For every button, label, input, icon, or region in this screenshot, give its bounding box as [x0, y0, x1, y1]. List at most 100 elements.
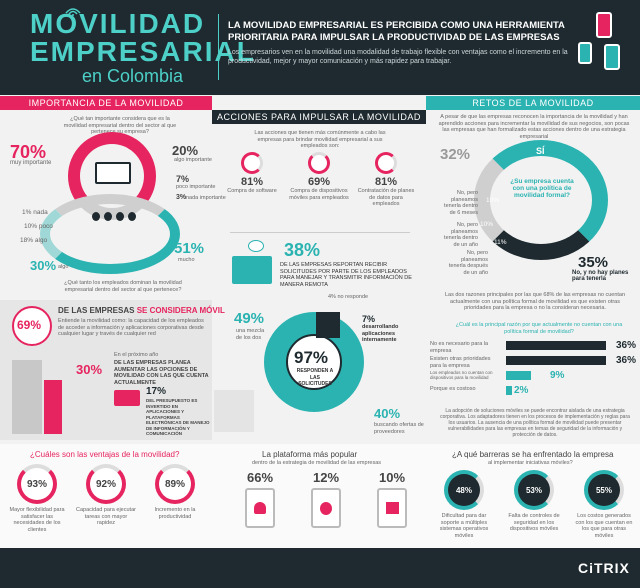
barrera-item: 53% Falta de controles de seguridad en l… [502, 470, 566, 539]
barrera-ring: 48% [444, 470, 484, 510]
cloud-icon [248, 240, 264, 252]
lbl-51: mucho [178, 257, 195, 263]
pct-11: 11% [494, 239, 507, 246]
wifi-icon [65, 8, 81, 16]
accion-label: Contratación de planes de datos para emp… [357, 188, 415, 207]
pct-10a: 10% [486, 197, 500, 204]
pct-35-lbl: No, y no hay planes para tenerla [572, 270, 629, 282]
ventaja-ring: 89% [155, 464, 195, 504]
accion-pct: 69% [307, 176, 331, 188]
pct-17: 17% [146, 386, 167, 397]
ventajas-items: 93% Mayor flexibilidad para satisfacer l… [6, 464, 206, 533]
razon-value: 36% [615, 355, 636, 366]
pct-32: 32% [440, 146, 471, 163]
razon-bar [506, 386, 512, 395]
razon-row: Existen otras prioridades para la empres… [430, 355, 636, 369]
title-line-2: EMPRESARIAL [30, 36, 256, 67]
politica-question: ¿Su empresa cuenta con una política de m… [510, 178, 574, 199]
citrix-logo: CiTRIX [578, 560, 630, 576]
title-line-3: en Colombia [82, 66, 184, 86]
text30-b: DE LAS EMPRESAS PLANEA AUMENTAR LAS OPCI… [114, 360, 209, 386]
barrera-pct: 48% [455, 485, 472, 495]
acciones-title: ACCIONES PARA IMPULSAR LA MOVILIDAD [217, 112, 421, 122]
retos-note: Las dos razones principales por las que … [444, 292, 626, 311]
retos-band: RETOS DE LA MOVILIDAD [426, 96, 640, 110]
razon-bar [506, 371, 531, 380]
buildings-illustration [44, 380, 62, 434]
barreras-items: 48% Dificultad para dar soporte a múltip… [432, 470, 636, 539]
barrera-item: 55% Los costos generados con los que cue… [572, 470, 636, 539]
razon-question: ¿Cuál es la principal razón por que actu… [455, 322, 623, 335]
razon-value: 2% [514, 385, 529, 396]
lbl-nada: nada importante [186, 195, 226, 201]
razon-value: 36% [615, 340, 636, 351]
considera-circle [12, 306, 52, 346]
pct-49: 49% [234, 310, 265, 327]
plataforma-subtitle: dentro de la estrategia de movilidad de … [252, 460, 382, 466]
lbl-30: algo [58, 264, 69, 270]
ventaja-label: Capacidad para ejecutar tareas con mayor… [76, 507, 136, 526]
pct-muy: 70% [10, 142, 47, 162]
ventaja-item: 89% Incremento en la productividad [144, 464, 206, 533]
considera-title: DE LAS EMPRESAS SE CONSIDERA MÓVIL [58, 306, 225, 315]
importancia-band: IMPORTANCIA DE LA MOVILIDAD [0, 96, 212, 110]
devices-illustration [95, 162, 131, 184]
no-1: No, pero planeamos tenerla dentro de 6 m… [444, 190, 478, 216]
antenna-icon [375, 152, 397, 174]
barrera-label: Los costos generados con los que cuentan… [575, 513, 633, 539]
pct-30: 30% [30, 258, 57, 273]
android-icon [245, 488, 275, 528]
lbl-dep: poco importante [176, 184, 216, 190]
accion-pct: 81% [240, 176, 264, 188]
si-label: SÍ [536, 146, 545, 156]
retos-intro: A pesar de que las empresas reconocen la… [438, 114, 630, 140]
barrera-label: Dificultad para dar soporte a múltiples … [439, 513, 489, 539]
razon-row: Los empleados no cuentan con dispositivo… [430, 370, 636, 382]
ventaja-pct: 92% [95, 478, 116, 490]
razon-label: Los empleados no cuentan con dispositivo… [430, 370, 493, 380]
person-icon [92, 212, 100, 221]
plataforma-pct: 12% [312, 470, 340, 485]
hand-card-icon [114, 390, 140, 406]
respuesta-donut-inner [286, 334, 342, 390]
pct-38-text: DE LAS EMPRESAS REPORTAN RECIBIR SOLICIT… [280, 262, 412, 288]
razon-value: 9% [550, 370, 565, 381]
pct-40: 40% [374, 406, 401, 421]
no-2: No, pero planeamos tenerla dentro de un … [444, 222, 478, 248]
accion-label: Compra de software [227, 188, 277, 194]
razon-label: No es necesario para la empresa [430, 341, 489, 354]
title-line-1: MOVILIDAD [30, 8, 206, 39]
pct-38: 38% [284, 240, 321, 260]
importancia-title: IMPORTANCIA DE LA MOVILIDAD [28, 98, 184, 108]
phone-icon [578, 42, 592, 64]
lbl-muy: muy importante [10, 160, 52, 166]
pct-10b: 10% [480, 221, 494, 228]
apple-icon [311, 488, 341, 528]
barrera-pct: 53% [525, 485, 542, 495]
person-icon [116, 212, 124, 221]
software-icon [241, 152, 263, 174]
header-headline: LA MOVILIDAD EMPRESARIAL ES PERCIBIDA CO… [228, 20, 565, 43]
razones-chart: No es necesario para la empresa 36% Exis… [430, 338, 636, 402]
plataforma-pct: 10% [378, 470, 406, 485]
windows-icon [377, 488, 407, 528]
razon-label: Porque es costoso [430, 386, 476, 392]
barrera-label: Falta de controles de seguridad en los d… [508, 513, 560, 532]
plataforma-title: La plataforma más popular [262, 450, 358, 459]
retos-title: RETOS DE LA MOVILIDAD [472, 98, 594, 108]
people-illustration [92, 212, 136, 232]
accion-item: 81% Compra de software [222, 152, 282, 208]
phone-icon [604, 44, 620, 70]
ventaja-ring: 92% [86, 464, 126, 504]
ventaja-label: Incremento en la productividad [154, 507, 196, 520]
person-icon [104, 212, 112, 221]
city-skyline [214, 390, 254, 432]
barrera-pct: 55% [595, 485, 612, 495]
plataforma-item: 66% [238, 470, 282, 528]
pct-97-lbl: RESPONDEN A LAS SOLICITUDES [296, 368, 334, 387]
ventaja-ring: 93% [17, 464, 57, 504]
razon-row: No es necesario para la empresa 36% [430, 340, 636, 354]
respuesta-dark-slice [316, 312, 340, 338]
ventaja-item: 92% Capacidad para ejecutar tareas con m… [75, 464, 137, 533]
no-3: No, pero planeamos tenerla después de un… [448, 250, 488, 276]
